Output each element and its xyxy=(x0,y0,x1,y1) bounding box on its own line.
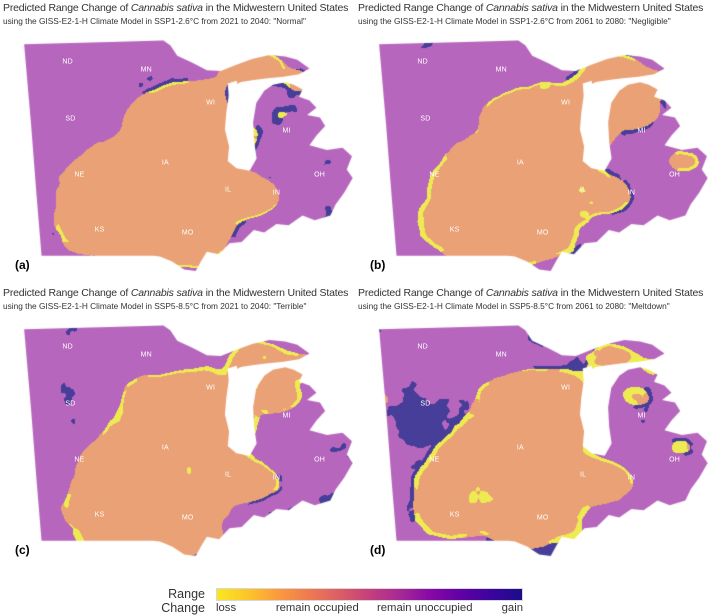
panel-subtitle: using the GISS-E2-1-H Climate Model in S… xyxy=(358,16,671,26)
legend-label-remain-occupied: remain occupied xyxy=(275,602,359,614)
title-species: Cannabis sativa xyxy=(130,2,203,14)
panel-letter-d: (d) xyxy=(370,543,386,557)
state-label-ia: IA xyxy=(161,159,169,167)
state-label-oh: OH xyxy=(314,456,326,464)
state-label-mn: MN xyxy=(140,351,152,359)
panel-title: Predicted Range Change of Cannabis sativ… xyxy=(358,287,709,300)
state-label-wi: WI xyxy=(561,99,571,107)
panel-subtitle: using the GISS-E2-1-H Climate Model in S… xyxy=(3,16,306,26)
panel-title: Predicted Range Change of Cannabis sativ… xyxy=(358,2,709,15)
state-label-mn: MN xyxy=(495,351,507,359)
state-label-ne: NE xyxy=(429,171,440,179)
state-label-mo: MO xyxy=(536,514,549,522)
title-suffix: in the Midwestern United States xyxy=(557,2,704,14)
state-label-nd: ND xyxy=(417,58,428,66)
state-label-in: IN xyxy=(627,189,636,197)
state-label-oh: OH xyxy=(669,456,681,464)
state-label-wi: WI xyxy=(206,99,216,107)
state-label-ks: KS xyxy=(94,511,105,519)
legend-ticks: loss remain occupied remain unoccupied g… xyxy=(216,602,523,615)
state-label-mn: MN xyxy=(140,66,152,74)
state-label-ks: KS xyxy=(449,226,460,234)
panel-subtitle: using the GISS-E2-1-H Climate Model in S… xyxy=(358,301,670,311)
legend-label-gain: gain xyxy=(501,602,523,614)
map-b: ND MN SD WI IA NE MI IL IN OH KS MO xyxy=(360,40,708,282)
panel-b: Predicted Range Change of Cannabis sativ… xyxy=(355,0,709,285)
state-label-wi: WI xyxy=(561,384,571,392)
legend-gradient-bar xyxy=(216,588,523,601)
title-prefix: Predicted Range Change of xyxy=(3,2,131,14)
state-label-ks: KS xyxy=(449,511,460,519)
state-label-ia: IA xyxy=(516,444,524,452)
title-prefix: Predicted Range Change of xyxy=(358,287,486,299)
title-suffix: in the Midwestern United States xyxy=(202,2,349,14)
state-label-mi: MI xyxy=(282,412,291,419)
state-label-sd: SD xyxy=(65,400,76,408)
state-label-mi: MI xyxy=(637,127,646,134)
state-label-in: IN xyxy=(627,474,636,482)
panel-title: Predicted Range Change of Cannabis sativ… xyxy=(3,2,355,15)
title-suffix: in the Midwestern United States xyxy=(202,287,349,299)
state-label-mo: MO xyxy=(536,229,549,237)
state-label-il: IL xyxy=(224,471,232,479)
state-label-ne: NE xyxy=(429,456,440,464)
map-a: ND MN SD WI IA NE MI IL IN OH KS MO xyxy=(5,40,353,282)
state-label-in: IN xyxy=(272,189,281,197)
state-label-sd: SD xyxy=(420,115,431,123)
map-canvas-d xyxy=(360,325,708,567)
panel-c: Predicted Range Change of Cannabis sativ… xyxy=(0,285,354,570)
state-label-nd: ND xyxy=(62,58,73,66)
state-label-mi: MI xyxy=(282,127,291,134)
title-species: Cannabis sativa xyxy=(485,2,558,14)
state-label-sd: SD xyxy=(420,400,431,408)
panel-letter-a: (a) xyxy=(15,258,30,272)
legend-label-loss: loss xyxy=(216,602,237,614)
state-label-ne: NE xyxy=(74,456,85,464)
title-species: Cannabis sativa xyxy=(130,287,203,299)
state-label-wi: WI xyxy=(206,384,216,392)
panel-title: Predicted Range Change of Cannabis sativ… xyxy=(3,287,355,300)
panel-letter-c: (c) xyxy=(15,543,30,557)
state-label-il: IL xyxy=(224,186,232,194)
panel-letter-b: (b) xyxy=(370,258,386,272)
state-label-ia: IA xyxy=(516,159,524,167)
title-prefix: Predicted Range Change of xyxy=(358,2,486,14)
state-label-mi: MI xyxy=(637,412,646,419)
map-d: ND MN SD WI IA NE MI IL IN OH KS MO xyxy=(360,325,708,567)
state-label-ne: NE xyxy=(74,171,85,179)
state-label-nd: ND xyxy=(62,343,73,351)
state-label-sd: SD xyxy=(65,115,76,123)
map-canvas-c xyxy=(5,325,353,567)
title-prefix: Predicted Range Change of xyxy=(3,287,131,299)
state-label-in: IN xyxy=(272,474,281,482)
state-label-mo: MO xyxy=(181,514,194,522)
state-label-mo: MO xyxy=(181,229,194,237)
state-label-mn: MN xyxy=(495,66,507,74)
state-label-il: IL xyxy=(579,471,587,479)
legend-label-remain-unoccupied: remain unoccupied xyxy=(377,602,473,614)
state-label-oh: OH xyxy=(669,171,681,179)
state-label-ia: IA xyxy=(161,444,169,452)
state-label-nd: ND xyxy=(417,343,428,351)
panel-a: Predicted Range Change of Cannabis sativ… xyxy=(0,0,354,285)
panel-d: Predicted Range Change of Cannabis sativ… xyxy=(355,285,709,570)
map-canvas-b xyxy=(360,40,708,282)
state-label-il: IL xyxy=(579,186,587,194)
map-canvas-a xyxy=(5,40,353,282)
panel-subtitle: using the GISS-E2-1-H Climate Model in S… xyxy=(3,301,307,311)
state-label-oh: OH xyxy=(314,171,326,179)
title-suffix: in the Midwestern United States xyxy=(557,287,704,299)
title-species: Cannabis sativa xyxy=(485,287,558,299)
legend-title: Range Change xyxy=(161,587,205,615)
state-label-ks: KS xyxy=(94,226,105,234)
legend: Range Change loss remain occupied remain… xyxy=(0,584,709,615)
map-c: ND MN SD WI IA NE MI IL IN OH KS MO xyxy=(5,325,353,567)
